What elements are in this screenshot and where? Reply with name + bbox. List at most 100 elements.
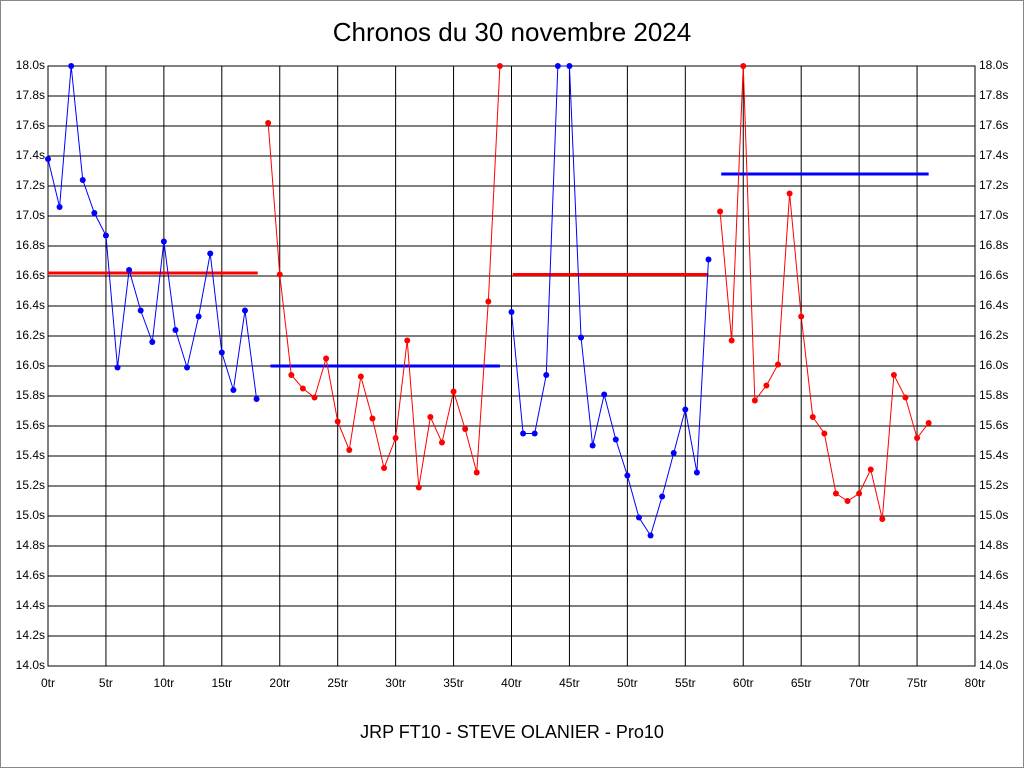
data-point — [647, 532, 654, 539]
data-point — [126, 267, 133, 273]
y-tick-label: 14.2s — [16, 628, 45, 642]
data-point — [218, 349, 225, 356]
x-tick-label: 20tr — [269, 676, 290, 690]
y2-tick-label: 14.8s — [979, 538, 1008, 552]
data-point — [740, 63, 747, 69]
y-tick-label: 17.4s — [16, 148, 45, 162]
data-point — [184, 364, 191, 371]
y-tick-label: 17.6s — [16, 118, 45, 132]
y2-tick-label: 16.2s — [979, 328, 1008, 342]
y-tick-label: 15.4s — [16, 448, 45, 462]
x-tick-label: 70tr — [849, 676, 870, 690]
data-point — [682, 406, 689, 413]
x-tick-label: 40tr — [501, 676, 522, 690]
data-point — [531, 430, 538, 437]
y-tick-label: 17.0s — [16, 208, 45, 222]
y2-tick-label: 15.2s — [979, 478, 1008, 492]
y-tick-label: 17.2s — [16, 178, 45, 192]
data-point — [56, 204, 63, 210]
y2-tick-label: 15.4s — [979, 448, 1008, 462]
y-tick-label: 16.4s — [16, 298, 45, 312]
x-tick-label: 25tr — [327, 676, 348, 690]
x-tick-label: 5tr — [99, 676, 113, 690]
data-point — [79, 177, 86, 183]
data-point — [844, 498, 851, 504]
y-tick-label: 15.2s — [16, 478, 45, 492]
x-tick-label: 15tr — [211, 676, 232, 690]
data-point — [867, 466, 874, 473]
data-point — [914, 435, 921, 441]
data-point — [601, 391, 608, 398]
data-point — [473, 469, 480, 476]
data-point — [334, 418, 341, 425]
data-point — [230, 387, 237, 393]
x-tick-label: 35tr — [443, 676, 464, 690]
data-point — [578, 334, 585, 341]
y2-tick-label: 17.0s — [979, 208, 1008, 222]
data-point — [149, 339, 156, 345]
data-point — [624, 472, 631, 479]
data-point — [253, 396, 260, 402]
y2-tick-label: 17.6s — [979, 118, 1008, 132]
x-tick-label: 0tr — [41, 676, 55, 690]
data-point — [276, 271, 283, 278]
data-point — [207, 250, 214, 257]
y2-tick-label: 17.2s — [979, 178, 1008, 192]
data-point — [369, 415, 376, 422]
y-tick-label: 15.8s — [16, 388, 45, 402]
y-tick-label: 17.8s — [16, 88, 45, 102]
y2-tick-label: 15.8s — [979, 388, 1008, 402]
data-point — [102, 232, 109, 239]
x-tick-label: 65tr — [791, 676, 812, 690]
data-point — [485, 298, 492, 305]
data-point — [925, 420, 932, 426]
y2-tick-label: 16.8s — [979, 238, 1008, 252]
data-point — [856, 490, 863, 497]
data-point — [589, 442, 596, 449]
y-tick-label: 16.2s — [16, 328, 45, 342]
data-point — [670, 450, 677, 456]
data-point — [717, 208, 724, 215]
x-tick-label: 50tr — [617, 676, 638, 690]
y2-tick-label: 18.0s — [979, 58, 1008, 72]
data-point — [299, 385, 306, 392]
data-point — [427, 414, 434, 420]
data-point — [543, 372, 550, 378]
data-point — [520, 430, 527, 437]
y2-tick-label: 16.4s — [979, 298, 1008, 312]
data-point — [392, 435, 399, 441]
y-tick-label: 16.0s — [16, 358, 45, 372]
y2-tick-label: 15.0s — [979, 508, 1008, 522]
y2-tick-label: 14.4s — [979, 598, 1008, 612]
data-point — [879, 516, 886, 522]
data-point — [114, 364, 121, 371]
data-point — [357, 373, 364, 380]
data-point — [241, 307, 248, 314]
data-point — [45, 156, 51, 162]
data-point — [172, 327, 179, 333]
y2-tick-label: 17.4s — [979, 148, 1008, 162]
data-point — [566, 63, 573, 69]
data-point — [323, 355, 330, 362]
y2-tick-label: 15.6s — [979, 418, 1008, 432]
y2-tick-label: 17.8s — [979, 88, 1008, 102]
data-point — [763, 382, 770, 389]
x-axis-label: JRP FT10 - STEVE OLANIER - Pro10 — [360, 722, 664, 742]
data-point — [450, 388, 457, 395]
data-point — [902, 394, 909, 401]
y-tick-label: 15.6s — [16, 418, 45, 432]
x-tick-label: 55tr — [675, 676, 696, 690]
x-tick-label: 30tr — [385, 676, 406, 690]
data-point — [821, 430, 828, 437]
data-point — [346, 447, 353, 453]
y-tick-label: 14.0s — [16, 658, 45, 672]
y2-tick-label: 14.0s — [979, 658, 1008, 672]
chart-title: Chronos du 30 novembre 2024 — [333, 17, 691, 47]
data-point — [890, 372, 897, 378]
data-point — [91, 210, 98, 216]
data-point — [693, 469, 700, 476]
x-tick-label: 75tr — [907, 676, 928, 690]
y2-tick-label: 16.6s — [979, 268, 1008, 282]
data-point — [68, 63, 75, 69]
